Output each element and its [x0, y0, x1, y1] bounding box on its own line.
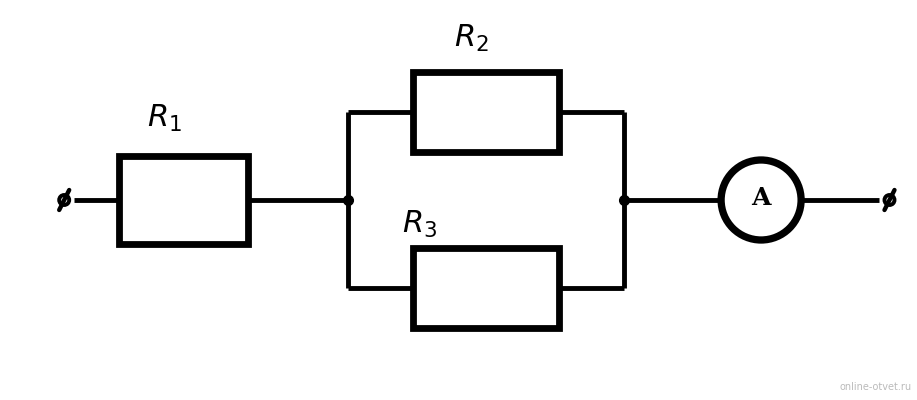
Text: online-otvet.ru: online-otvet.ru — [840, 382, 912, 392]
Bar — [119, 156, 248, 244]
Bar — [413, 248, 559, 328]
Text: $R_1$: $R_1$ — [147, 103, 182, 134]
Bar — [413, 72, 559, 152]
Text: $R_2$: $R_2$ — [454, 23, 489, 54]
Text: A: A — [751, 186, 771, 210]
Text: $R_3$: $R_3$ — [403, 209, 437, 240]
Circle shape — [721, 160, 801, 240]
Circle shape — [60, 195, 69, 205]
Circle shape — [885, 195, 894, 205]
